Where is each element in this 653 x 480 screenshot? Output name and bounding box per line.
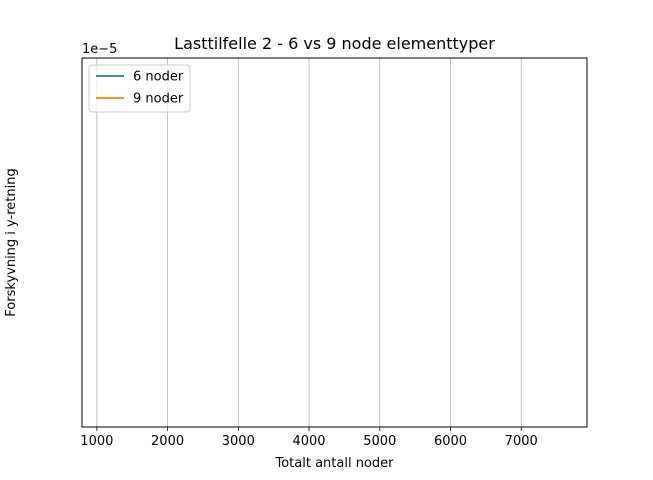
x-tick-label: 3000 — [222, 434, 255, 449]
y-axis-label: Forskyvning i y-retning — [4, 168, 19, 316]
x-tick-label: 2000 — [151, 434, 184, 449]
plot-frame — [81, 57, 588, 428]
legend: 6 noder 9 noder — [88, 64, 191, 113]
grid-lines — [96, 58, 522, 427]
chart-title: Lasttilfelle 2 - 6 vs 9 node elementtype… — [174, 34, 495, 53]
legend-label-9-noder: 9 noder — [133, 92, 184, 107]
x-tick-label: 5000 — [363, 434, 396, 449]
x-tick-label: 7000 — [505, 434, 538, 449]
y-offset-text: 1e−5 — [82, 42, 117, 57]
legend-label-6-noder: 6 noder — [133, 70, 184, 85]
x-axis-ticks: 1000 2000 3000 4000 5000 6000 7000 — [80, 427, 538, 449]
x-tick-label: 1000 — [80, 434, 113, 449]
x-tick-label: 4000 — [292, 434, 325, 449]
x-tick-label: 6000 — [434, 434, 467, 449]
x-axis-label: Totalt antall noder — [274, 456, 394, 471]
plot-area-background — [82, 58, 587, 427]
